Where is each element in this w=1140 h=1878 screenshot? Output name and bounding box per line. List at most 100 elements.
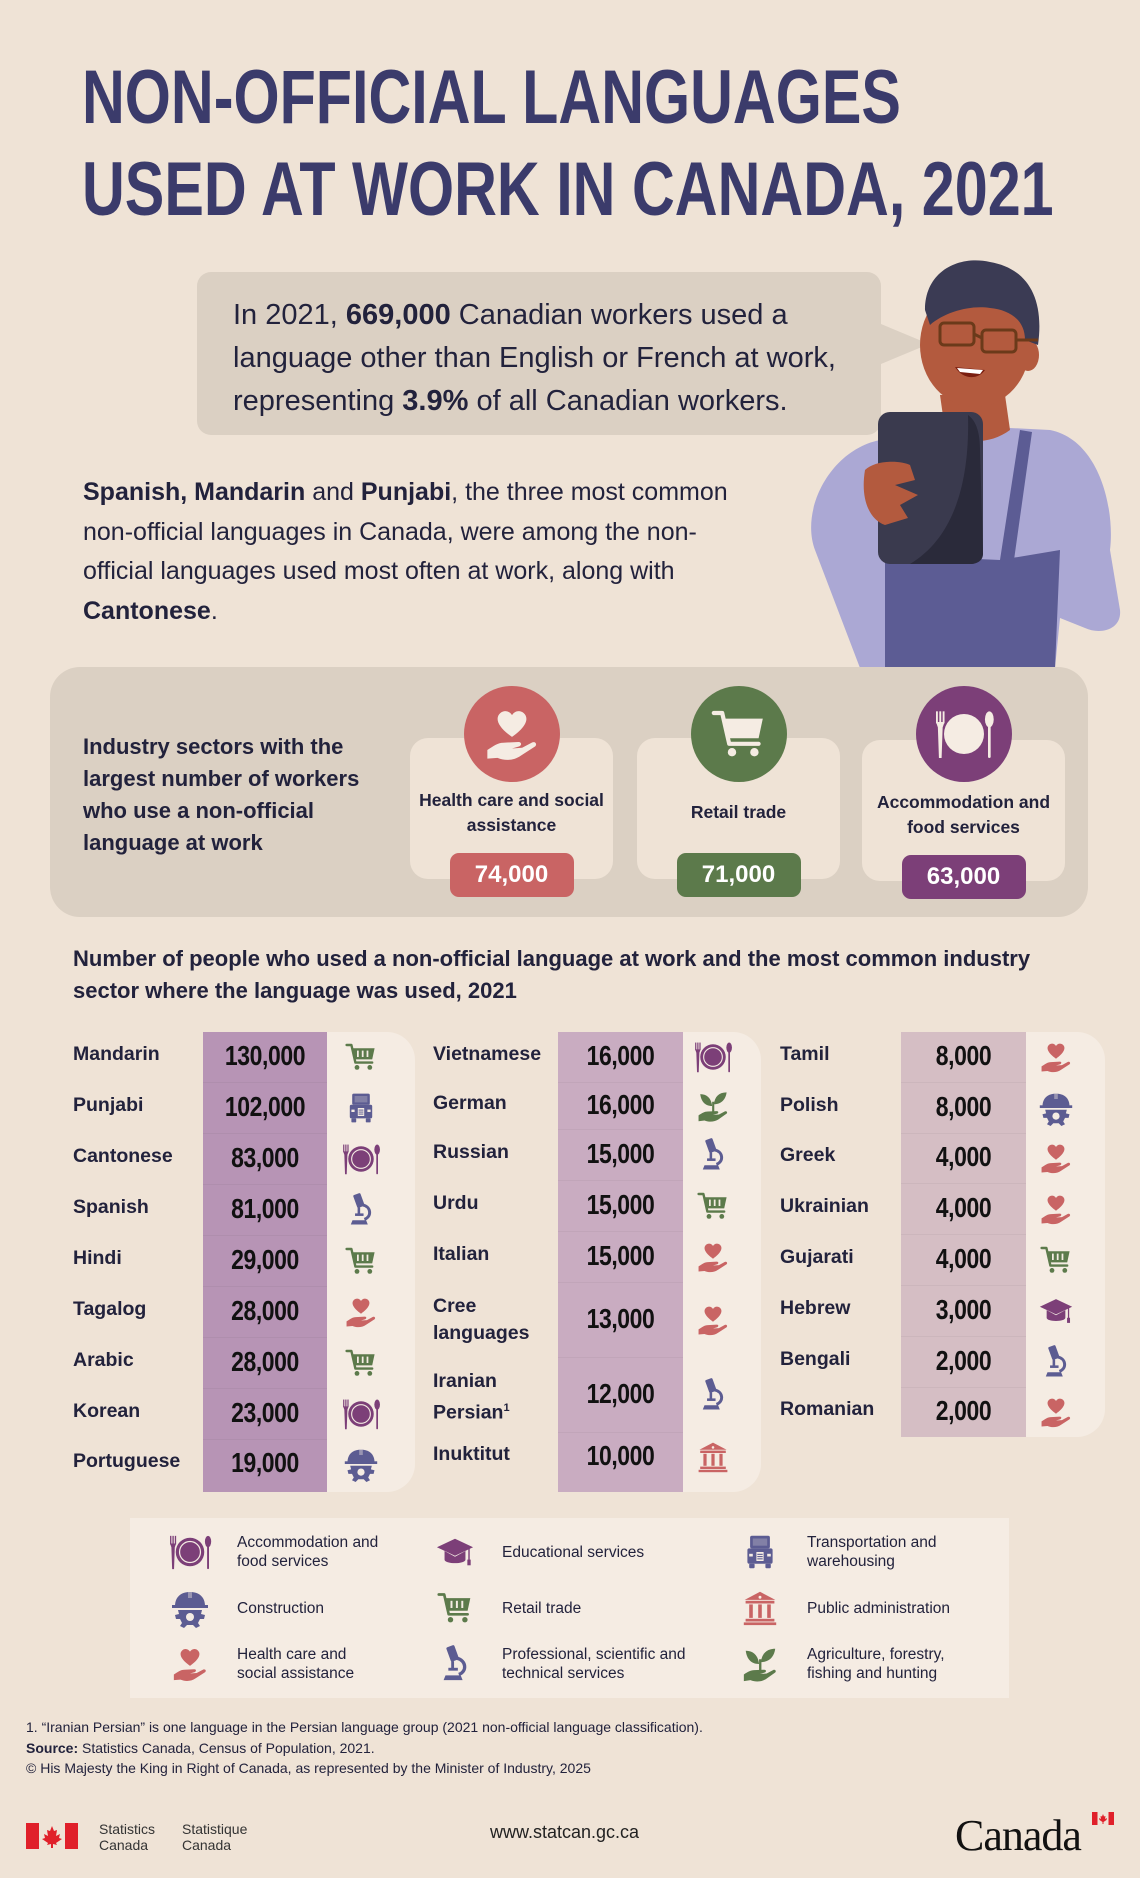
plate-cutlery-icon — [692, 1040, 734, 1074]
bubble-text: of all Canadian workers. — [468, 385, 788, 417]
table-title: Number of people who used a non-official… — [73, 946, 1031, 1003]
row-divider — [901, 1183, 1026, 1184]
heart-hand-icon — [344, 1295, 378, 1329]
table-row: Arabic 28,000 — [73, 1337, 413, 1388]
legend-label: Agriculture, forestry, fishing and hunti… — [807, 1646, 945, 1682]
language-column-3: Tamil 8,000 Polish 8,000 Greek 4,000 Ukrainian… — [780, 1032, 1110, 1437]
sector-name: Retail trade — [690, 802, 787, 822]
intro-paragraph: Spanish, Mandarin and Punjabi, the three… — [83, 473, 763, 631]
legend-label: Retail trade — [502, 1599, 582, 1617]
language-name: Greek — [780, 1144, 836, 1166]
graduation-cap-icon — [430, 1530, 480, 1574]
table-row: Iranian Persian1 12,000 — [433, 1357, 773, 1432]
truck-icon — [345, 1091, 377, 1125]
row-divider — [203, 1235, 327, 1236]
row-divider — [901, 1234, 1026, 1235]
worker-count: 12,000 — [586, 1377, 655, 1409]
language-name: Inuktitut — [433, 1443, 510, 1465]
page-title: NON-OFFICIAL LANGUAGES USED AT WORK IN C… — [82, 52, 1054, 236]
shopping-cart-icon — [430, 1586, 480, 1630]
worker-count: 10,000 — [586, 1440, 655, 1471]
sector-value: 74,000 — [449, 853, 574, 897]
shopping-cart-icon — [345, 1041, 377, 1073]
row-divider — [558, 1357, 683, 1358]
footnotes: 1. “Iranian Persian” is one language in … — [26, 1717, 703, 1779]
microscope-icon — [696, 1137, 730, 1173]
language-name: Punjabi — [73, 1093, 144, 1116]
worker-count: 4,000 — [935, 1141, 992, 1172]
sector-value: 63,000 — [901, 855, 1026, 899]
source-text: Statistics Canada, Census of Population,… — [78, 1739, 375, 1756]
language-name: Romanian — [780, 1398, 875, 1420]
table-row: Spanish 81,000 — [73, 1184, 413, 1235]
language-name: Bengali — [780, 1347, 851, 1370]
table-row: Korean 23,000 — [73, 1388, 413, 1439]
hardhat-gear-icon — [343, 1446, 379, 1482]
wordmark-flag-icon — [1092, 1812, 1114, 1825]
worker-count: 3,000 — [935, 1293, 992, 1325]
sector-value: 71,000 — [676, 853, 801, 897]
table-row: Urdu 15,000 — [433, 1180, 773, 1231]
top-sectors-panel: Industry sectors with the largest number… — [50, 667, 1088, 917]
sector-card-food: Accommodation and food services 63,000 — [862, 686, 1065, 899]
value-column-bg — [901, 1032, 1026, 1437]
government-building-icon — [735, 1586, 785, 1630]
worker-count: 8,000 — [935, 1090, 992, 1122]
legend-label: Professional, scientific and technical s… — [502, 1646, 686, 1682]
copyright: © His Majesty the King in Right of Canad… — [26, 1760, 591, 1776]
plate-cutlery-icon — [340, 1142, 382, 1176]
shopping-cart-icon — [345, 1245, 377, 1277]
legend-item-health: Health care and social assistance — [165, 1642, 387, 1686]
legend-item-agriculture: Agriculture, forestry, fishing and hunti… — [735, 1642, 967, 1686]
legend-label: Educational services — [502, 1543, 645, 1561]
table-row: German 16,000 — [433, 1082, 773, 1129]
legend-item-education: Educational services — [430, 1530, 692, 1574]
row-divider — [558, 1282, 683, 1283]
plant-hand-icon — [696, 1089, 730, 1123]
heart-hand-icon — [696, 1240, 730, 1274]
sector-name: Accommodation and food services — [876, 792, 1051, 837]
language-name: Spanish — [73, 1195, 149, 1218]
language-column-2: Vietnamese 16,000 German 16,000 Russian 15,00… — [433, 1032, 763, 1492]
worker-count: 81,000 — [231, 1192, 299, 1224]
truck-icon — [735, 1530, 785, 1574]
bold-language: Punjabi — [360, 478, 452, 506]
heart-hand-icon — [1039, 1040, 1073, 1074]
heart-hand-icon — [1039, 1192, 1073, 1226]
worker-count: 15,000 — [586, 1239, 655, 1271]
org-en-line: Canada — [99, 1837, 149, 1853]
row-divider — [203, 1439, 327, 1440]
language-name: Vietnamese — [433, 1043, 542, 1065]
sector-legend: Accommodation and food services Education… — [130, 1518, 1009, 1698]
microscope-icon — [430, 1642, 480, 1686]
worker-count: 130,000 — [224, 1040, 306, 1071]
heart-hand-icon — [463, 686, 560, 782]
worker-count: 2,000 — [935, 1395, 992, 1426]
bubble-text: In 2021, — [233, 299, 346, 331]
table-row: Hindi 29,000 — [73, 1235, 413, 1286]
icon-column-bg — [683, 1032, 761, 1492]
row-divider — [558, 1231, 683, 1232]
row-divider — [558, 1180, 683, 1181]
worker-count: 4,000 — [935, 1191, 992, 1223]
worker-count: 16,000 — [586, 1088, 655, 1120]
table-row: Cantonese 83,000 — [73, 1133, 413, 1184]
table-row: Vietnamese 16,000 — [433, 1032, 773, 1082]
language-name: Russian — [433, 1140, 509, 1163]
table-row: Russian 15,000 — [433, 1129, 773, 1180]
table-row: Punjabi 102,000 — [73, 1082, 413, 1133]
website-link[interactable]: www.statcan.gc.ca — [490, 1822, 640, 1842]
language-column-1: Mandarin 130,000 Punjabi 102,000 Cantonese 83… — [73, 1032, 433, 1492]
row-divider — [203, 1286, 327, 1287]
worker-count: 28,000 — [231, 1294, 299, 1326]
canada-flag-icon — [26, 1823, 78, 1849]
row-divider — [558, 1129, 683, 1130]
table-row: Bengali 2,000 — [780, 1336, 1120, 1387]
legend-item-retail: Retail trade — [430, 1586, 692, 1630]
language-name: Portuguese — [73, 1450, 181, 1472]
legend-item-public: Public administration — [735, 1586, 967, 1630]
shopping-cart-icon — [345, 1347, 377, 1379]
sector-name: Health care and social assistance — [419, 790, 604, 835]
legend-item-transport: Transportation and warehousing — [735, 1530, 967, 1574]
plant-hand-icon — [735, 1642, 785, 1686]
